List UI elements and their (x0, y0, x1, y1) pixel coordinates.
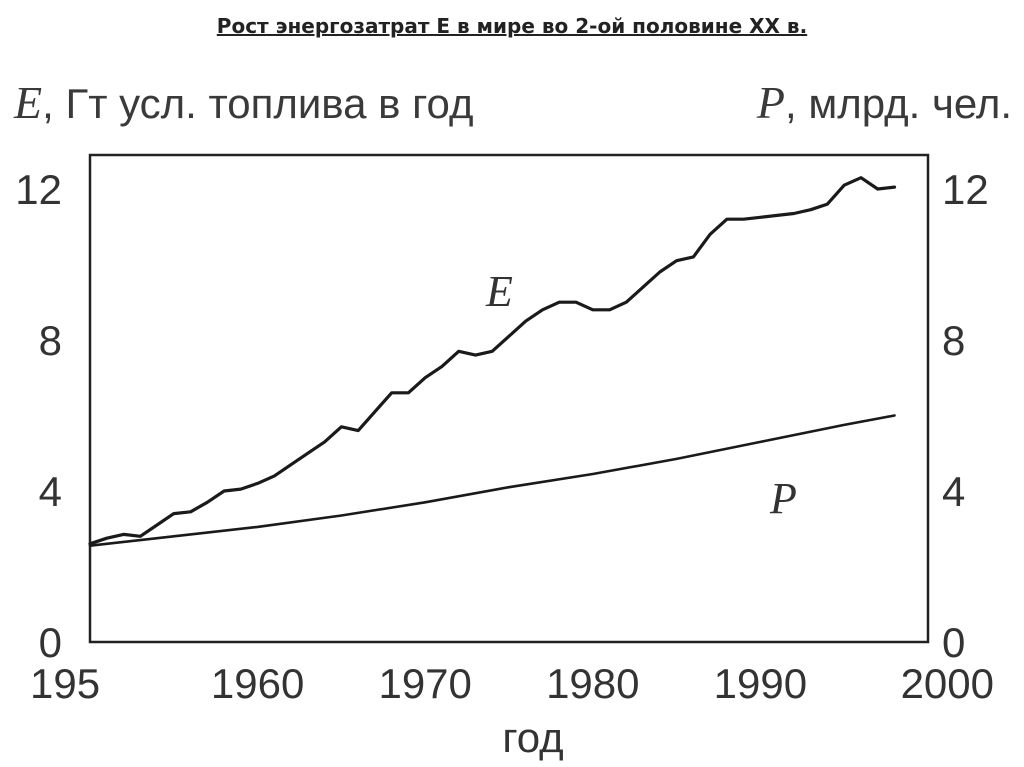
y-tick-right-0: 0 (942, 619, 965, 666)
y-tick-left-8: 8 (39, 317, 62, 364)
series-label-p: P (769, 474, 797, 523)
series-line-p (88, 414, 896, 548)
svg-text:E, Гт усл. топлива в год: E, Гт усл. топлива в год (13, 77, 474, 128)
x-ticks: 195 1960 1970 1980 1990 2000 (30, 660, 994, 707)
x-tick-2000: 2000 (901, 660, 994, 707)
y-tick-left-4: 4 (39, 468, 62, 515)
x-tick-1960: 1960 (211, 660, 304, 707)
x-tick-1970: 1970 (378, 660, 471, 707)
series-label-e: E (485, 267, 513, 316)
left-axis-var: E (13, 77, 42, 128)
right-axis-text: , млрд. чел. (785, 80, 1012, 127)
right-y-ticks: 0 4 8 12 (942, 166, 989, 666)
y-tick-right-4: 4 (942, 468, 965, 515)
plot-frame (88, 153, 930, 644)
x-tick-1990: 1990 (714, 660, 807, 707)
left-axis-label: E, Гт усл. топлива в год (13, 77, 474, 128)
left-axis-text: , Гт усл. топлива в год (42, 80, 473, 127)
y-tick-right-8: 8 (942, 317, 965, 364)
svg-text:P, млрд. чел.: P, млрд. чел. (756, 77, 1012, 128)
right-axis-var: P (756, 77, 785, 128)
y-tick-right-12: 12 (942, 166, 989, 213)
series-line-e (88, 176, 897, 546)
left-y-ticks: 0 4 8 12 (15, 166, 62, 666)
x-tick-1950: 195 (30, 660, 100, 707)
x-tick-1980: 1980 (546, 660, 639, 707)
slide-title: Рост энергозатрат Е в мире во 2-ой полов… (216, 14, 808, 38)
series-group (88, 176, 897, 548)
right-axis-label: P, млрд. чел. (756, 77, 1012, 128)
x-axis-label: год (502, 714, 563, 761)
y-tick-left-0: 0 (39, 619, 62, 666)
y-tick-left-12: 12 (15, 166, 62, 213)
